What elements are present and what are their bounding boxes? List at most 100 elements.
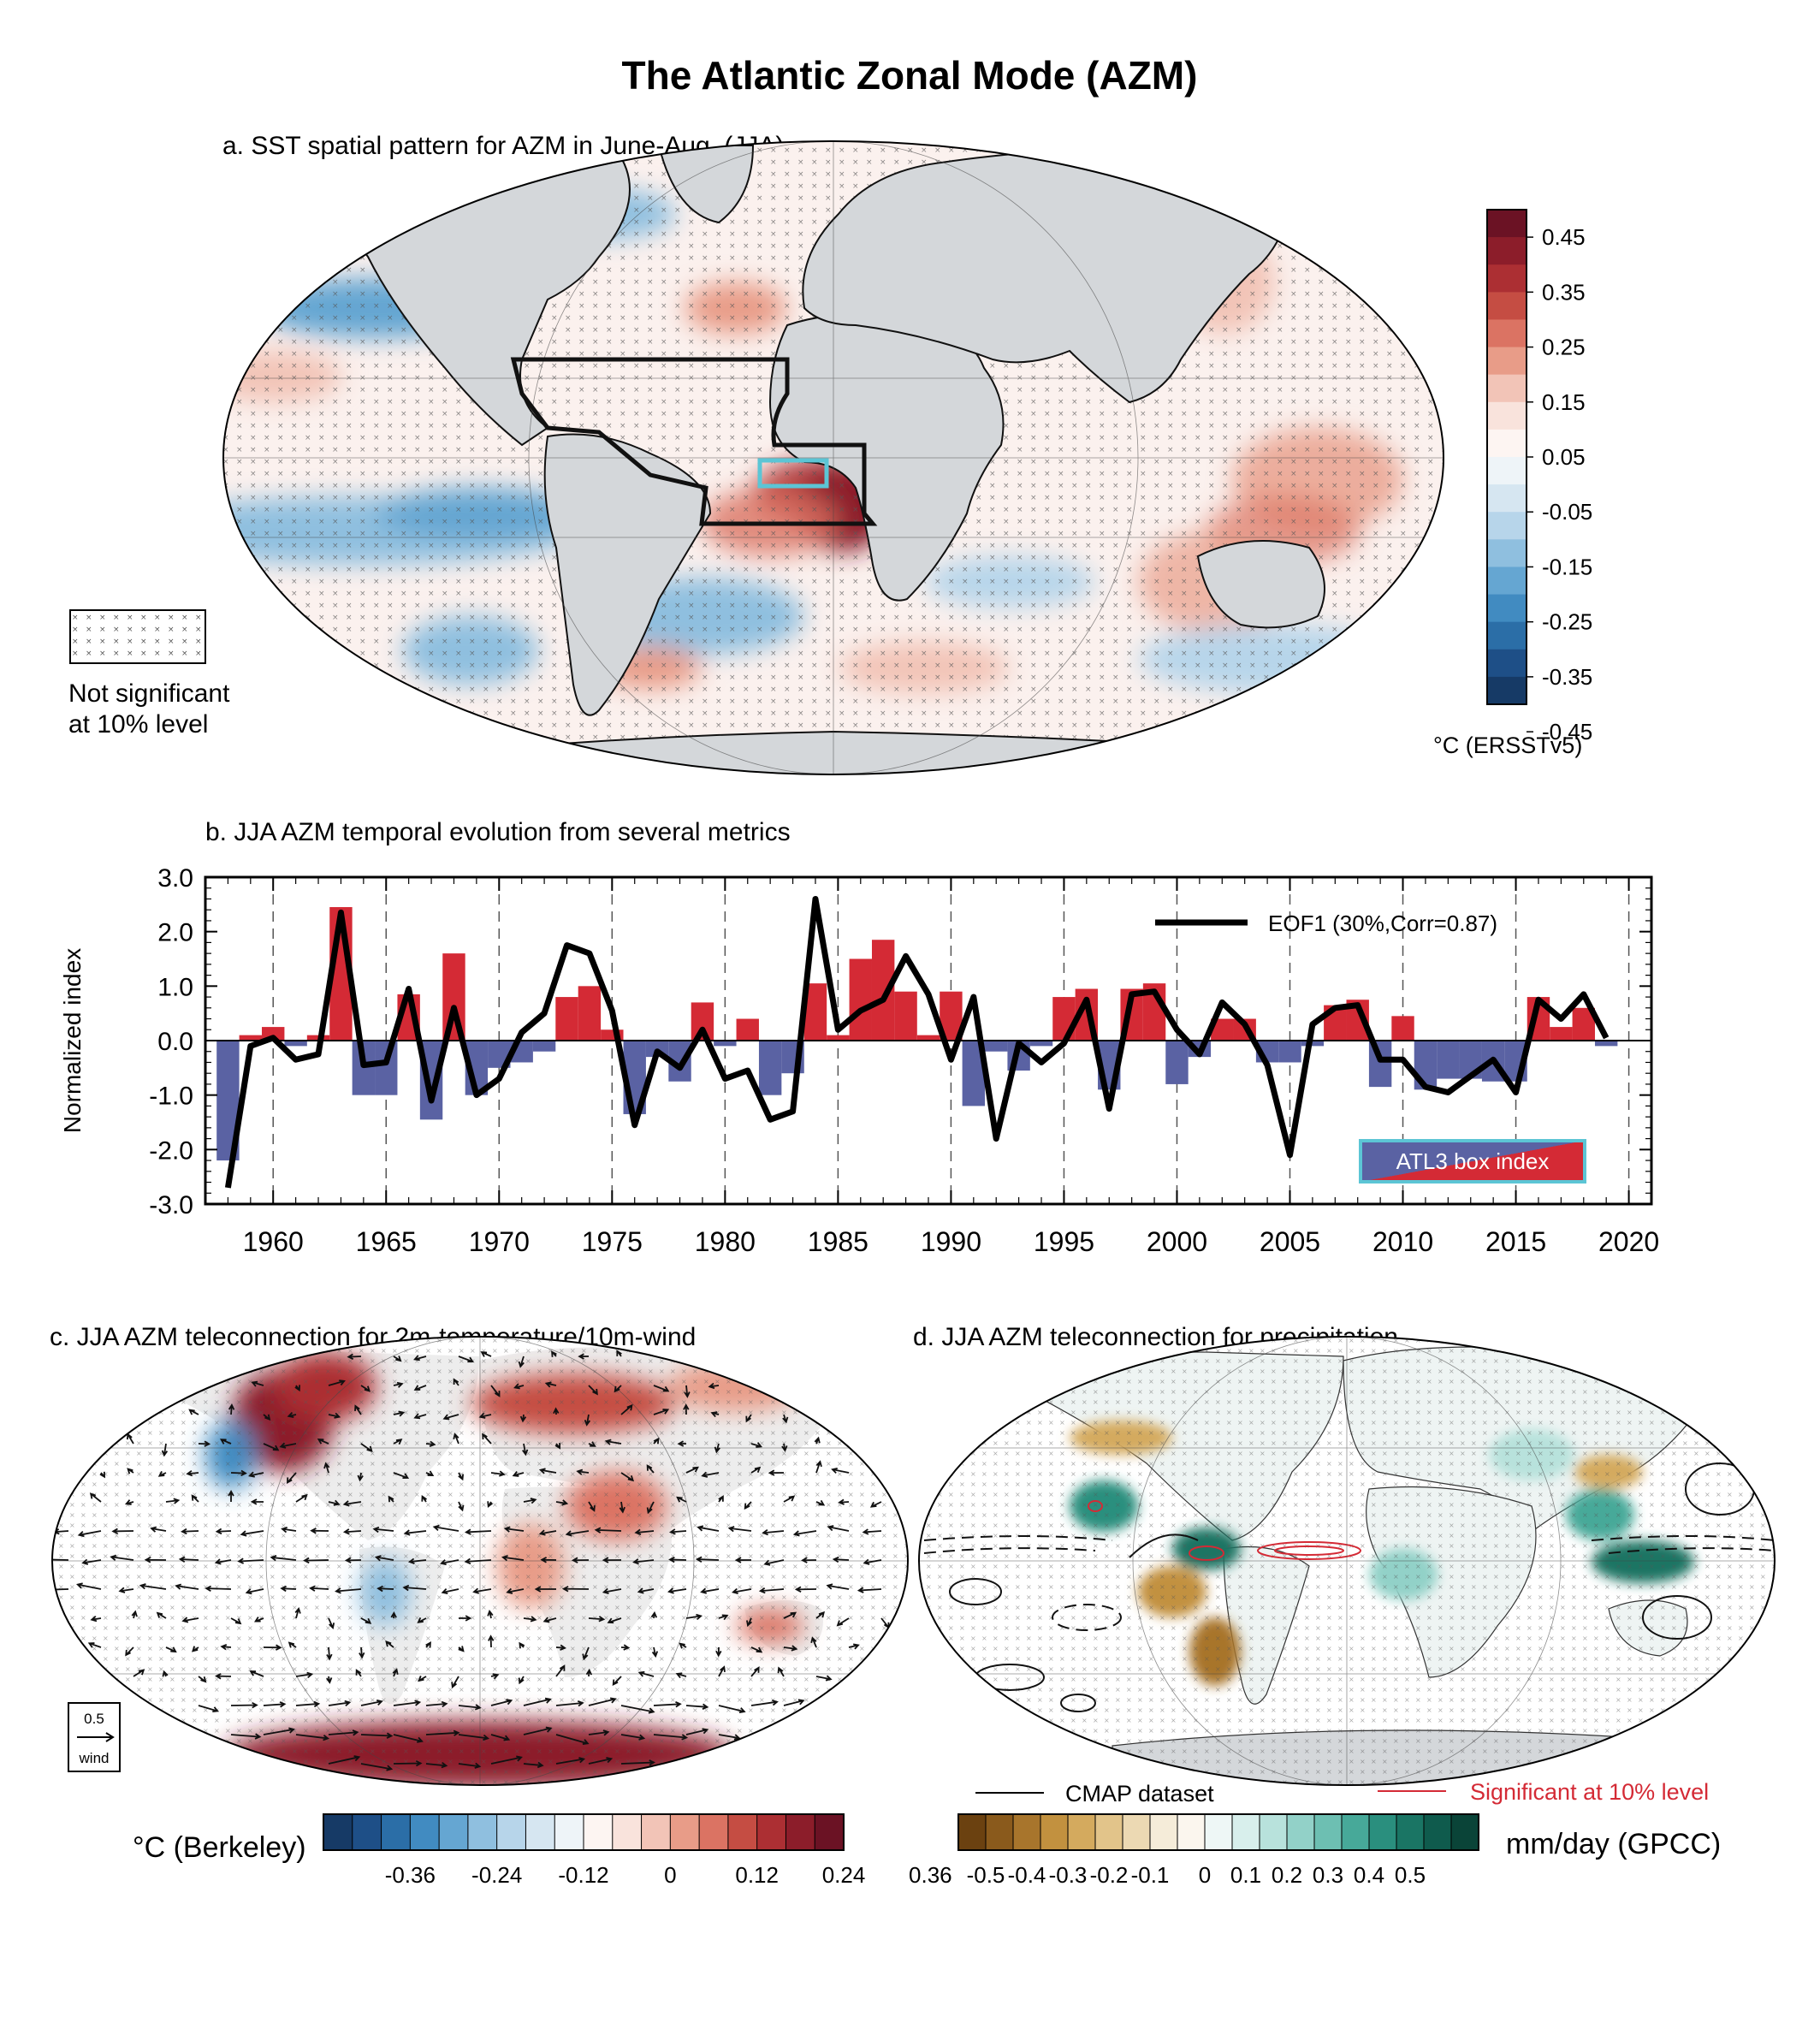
- wind-vector: [620, 1403, 633, 1415]
- colorbar-a-swatch: [1487, 429, 1527, 458]
- colorbar-a-tick-label: -0.15: [1542, 554, 1592, 579]
- legend-atl3-label: ATL3 box index: [1396, 1148, 1550, 1174]
- colorbar-d-swatch: [1123, 1814, 1151, 1850]
- wind-vector: [750, 1646, 763, 1653]
- wind-vector: [585, 1668, 593, 1677]
- colorbar-a-swatch: [1487, 567, 1527, 596]
- wind-vector: [413, 1413, 427, 1420]
- wind-vector: [815, 1460, 822, 1474]
- wind-vector: [513, 1383, 525, 1390]
- wind-vector: [403, 1529, 427, 1536]
- colorbar-d-tick-label: 0.2: [1272, 1862, 1302, 1888]
- wind-vector: [440, 1559, 459, 1566]
- wind-vector: [249, 1670, 264, 1677]
- wind-vector: [413, 1385, 427, 1391]
- wind-vector: [758, 1587, 785, 1594]
- panel-a-colorbar-unit: °C (ERSSTv5): [1433, 733, 1582, 758]
- wind-vector: [519, 1414, 527, 1423]
- panel-a-colorbar: 0.45 0.35 0.25 0.15 0.05 -0.05 -0.15 -0.25 -0.35…: [1486, 209, 1592, 745]
- wind-vector: [425, 1641, 431, 1648]
- wind-vector: [198, 1676, 207, 1683]
- wind-vector: [144, 1557, 167, 1563]
- colorbar-d-swatch: [1177, 1814, 1206, 1850]
- significance-legend-line1: Not significant: [68, 679, 230, 708]
- wind-vector: [458, 1762, 482, 1769]
- x-tick-label: 1970: [469, 1226, 530, 1257]
- wind-vector: [490, 1699, 513, 1706]
- wind-vector: [869, 1501, 882, 1508]
- wind-vector: [464, 1528, 492, 1535]
- index-bar: [1550, 1027, 1573, 1041]
- wind-vector: [518, 1676, 525, 1685]
- panel-d-line-legend: CMAP dataset Significant at 10% level: [975, 1779, 1709, 1806]
- x-tick-label: 1995: [1034, 1226, 1094, 1257]
- wind-vector: [794, 1586, 817, 1593]
- wind-vector: [584, 1414, 591, 1427]
- wind-vector: [458, 1501, 465, 1512]
- colorbar-c-swatch: [439, 1814, 469, 1850]
- wind-vector: [554, 1443, 561, 1450]
- wind-vector: [718, 1495, 724, 1503]
- wind-vector: [165, 1646, 177, 1653]
- wind-vector: [718, 1705, 746, 1714]
- colorbar-a-tick-label: -0.35: [1542, 664, 1592, 690]
- colorbar-c-tick-label: 0.12: [735, 1862, 779, 1888]
- wind-vector: [240, 1530, 264, 1537]
- y-tick-label: -1.0: [149, 1083, 193, 1111]
- panel-d-map: [918, 1336, 1776, 1786]
- colorbar-c-tick-label: -0.12: [558, 1862, 608, 1888]
- colorbar-d-tick-label: 0: [1199, 1862, 1211, 1888]
- y-tick-label: 1.0: [157, 973, 193, 1001]
- wind-vector: [263, 1701, 287, 1708]
- wind-vector: [407, 1557, 427, 1564]
- wind-vector: [192, 1646, 199, 1652]
- index-bar: [1301, 1041, 1325, 1047]
- wind-vector: [228, 1403, 235, 1415]
- wind-vector: [676, 1496, 687, 1503]
- wind-vector: [523, 1616, 537, 1623]
- wind-vector: [685, 1703, 709, 1710]
- index-bar: [532, 1041, 556, 1052]
- wind-vector: [783, 1611, 797, 1619]
- wind-vector: [280, 1585, 297, 1593]
- wind-vector: [328, 1700, 352, 1706]
- colorbar-c-swatch: [554, 1814, 584, 1850]
- wind-vector: [746, 1617, 752, 1628]
- wind-vector: [620, 1759, 656, 1766]
- colorbar-a-swatch: [1487, 401, 1527, 430]
- colorbar-c-tick-label: 0.36: [909, 1862, 952, 1888]
- wind-vector: [328, 1617, 335, 1629]
- wind-vector: [714, 1443, 720, 1454]
- wind-vector: [393, 1472, 410, 1480]
- reference-vector-box: 0.5 wind: [68, 1702, 121, 1772]
- wind-vector: [632, 1558, 655, 1565]
- panel-b-title: b. JJA AZM temporal evolution from sever…: [205, 818, 791, 846]
- wind-vector: [523, 1761, 544, 1769]
- wind-vector: [695, 1556, 720, 1563]
- wind-vector: [228, 1489, 234, 1503]
- wind-vector: [832, 1556, 850, 1563]
- wind-vector: [139, 1583, 167, 1590]
- y-tick-label: -2.0: [149, 1136, 193, 1165]
- wind-vector: [442, 1414, 459, 1421]
- colorbar-d-swatch: [1369, 1814, 1397, 1850]
- wind-vector: [198, 1440, 211, 1447]
- colorbar-c-swatch: [727, 1814, 758, 1850]
- wind-vector: [118, 1587, 134, 1593]
- wind-vector: [506, 1587, 525, 1594]
- wind-vector: [376, 1585, 394, 1593]
- colorbar-d-swatch: [1396, 1814, 1425, 1850]
- wind-vector: [360, 1385, 371, 1392]
- wind-vector: [294, 1606, 301, 1619]
- wind-vector: [374, 1555, 394, 1562]
- significance-legend: Not significant at 10% level: [68, 609, 230, 739]
- wind-vector: [111, 1528, 134, 1534]
- wind-vector: [388, 1495, 394, 1503]
- wind-vector: [620, 1705, 655, 1714]
- wind-vector: [360, 1699, 383, 1706]
- wind-vector: [328, 1755, 361, 1765]
- wind-vector: [76, 1582, 102, 1590]
- wind-vector: [392, 1668, 399, 1677]
- colorbar-c-tick-label: -0.36: [385, 1862, 436, 1888]
- wind-vector: [750, 1442, 763, 1448]
